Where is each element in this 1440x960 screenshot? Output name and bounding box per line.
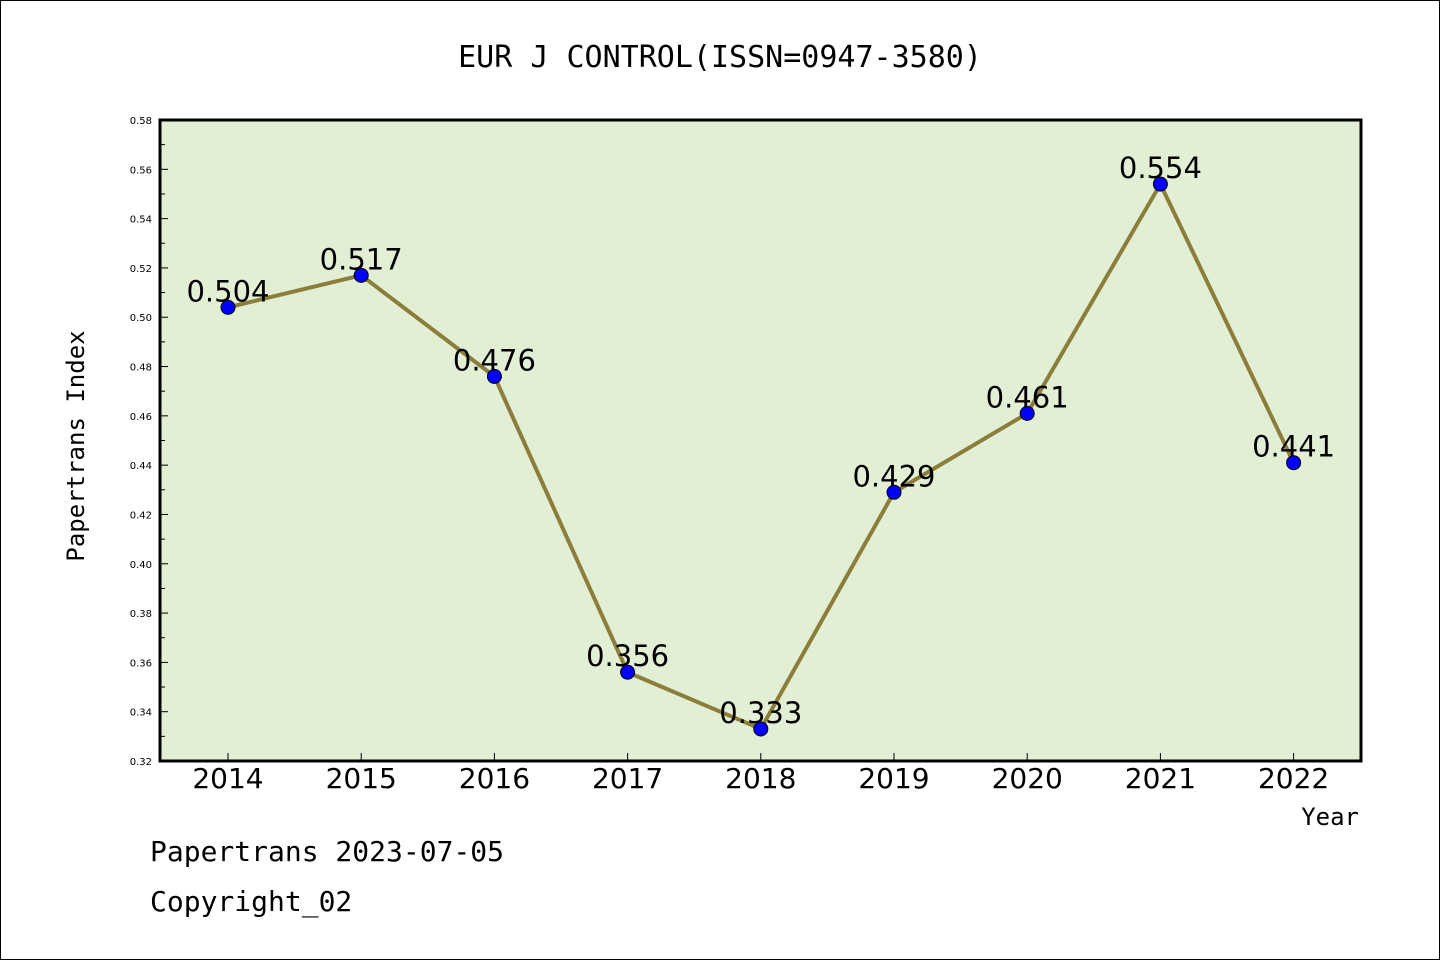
data-label: 0.429 — [852, 459, 935, 493]
data-labels: 0.504 0.517 0.476 0.356 0.333 0.429 0.461 0.554… — [186, 151, 1335, 730]
data-label: 0.461 — [986, 380, 1069, 414]
y-tick-label: 0.56 — [130, 165, 152, 176]
data-point — [486, 368, 502, 384]
data-point — [220, 299, 236, 315]
y-axis-label: Papertrans Index — [62, 330, 90, 561]
y-tick-label: 0.54 — [130, 215, 152, 226]
data-point — [886, 484, 902, 500]
x-tick-label: 2017 — [592, 762, 663, 795]
x-tick-label: 2015 — [326, 762, 397, 795]
data-label: 0.554 — [1119, 151, 1202, 185]
footer-date: Papertrans 2023-07-05 — [150, 835, 505, 868]
data-point — [753, 721, 769, 737]
x-tick-label: 2022 — [1258, 762, 1329, 795]
data-label: 0.517 — [320, 242, 403, 276]
y-tick-label: 0.48 — [130, 363, 152, 374]
data-point — [1019, 405, 1035, 421]
y-tick-label: 0.34 — [130, 708, 152, 719]
data-point — [1152, 176, 1168, 192]
y-tick-label: 0.44 — [130, 461, 152, 472]
plot-area — [158, 118, 1363, 763]
x-tick-label: 2014 — [192, 762, 263, 795]
y-tick-label: 0.58 — [130, 116, 152, 127]
y-tick-label: 0.40 — [130, 560, 152, 571]
x-tick-label: 2018 — [725, 762, 796, 795]
y-tick-label: 0.36 — [130, 658, 152, 669]
x-tick-label: 2021 — [1125, 762, 1196, 795]
data-label: 0.333 — [719, 696, 802, 730]
x-axis-label: Year — [1301, 803, 1359, 831]
y-tick-label: 0.50 — [130, 313, 152, 324]
footer-copyright: Copyright_02 — [150, 885, 353, 918]
series-line-group — [220, 176, 1302, 737]
x-tick-label: 2016 — [459, 762, 530, 795]
y-tick-label: 0.42 — [130, 510, 152, 521]
y-tick-label: 0.32 — [130, 757, 152, 768]
y-tick-label: 0.38 — [130, 609, 152, 620]
data-point — [1286, 455, 1302, 471]
chart-title: EUR J CONTROL(ISSN=0947-3580) — [458, 40, 982, 75]
data-label: 0.356 — [586, 639, 669, 673]
x-tick-label: 2019 — [858, 762, 929, 795]
data-label: 0.476 — [453, 343, 536, 377]
data-label: 0.504 — [186, 274, 269, 308]
data-label: 0.441 — [1252, 430, 1335, 464]
data-point — [353, 267, 369, 283]
y-tick-label: 0.46 — [130, 412, 152, 423]
x-tick-label: 2020 — [992, 762, 1063, 795]
y-axis: 0.32 0.34 0.36 0.38 0.40 0.42 0.44 0.46 0.48 0.50… — [130, 116, 168, 768]
x-axis: 2014 2015 2016 2017 2018 2019 2020 2021 2022 — [192, 753, 1329, 795]
y-tick-label: 0.52 — [130, 264, 152, 275]
data-point — [620, 664, 636, 680]
